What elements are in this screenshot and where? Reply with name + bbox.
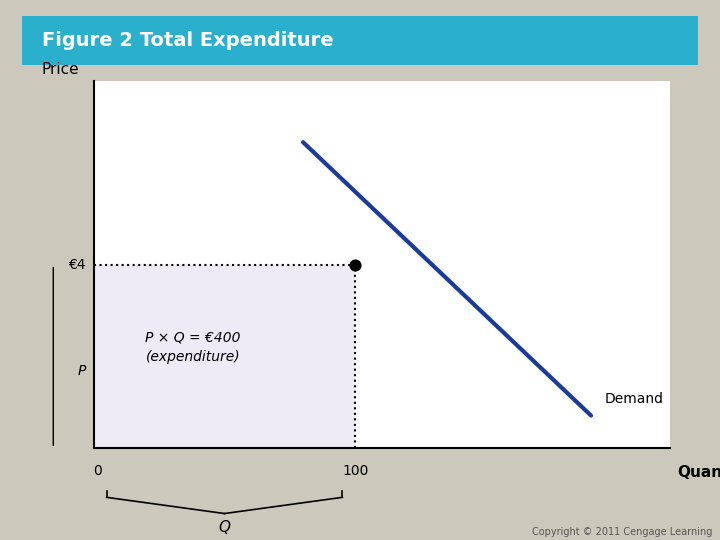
Text: Price: Price (42, 62, 79, 77)
Text: 100: 100 (342, 464, 369, 478)
Bar (94, 265, 356, 448)
Text: Quantity: Quantity (677, 465, 720, 480)
Text: P: P (77, 364, 86, 378)
Text: Copyright © 2011 Cengage Learning: Copyright © 2011 Cengage Learning (532, 527, 713, 537)
FancyBboxPatch shape (0, 12, 720, 69)
Point (350, 260, 361, 269)
Text: Q: Q (218, 520, 230, 535)
Text: Demand: Demand (604, 392, 663, 406)
Text: Figure 2 Total Expenditure: Figure 2 Total Expenditure (42, 31, 333, 50)
Text: P × Q = €400
(expenditure): P × Q = €400 (expenditure) (145, 330, 241, 364)
Text: €4: €4 (68, 258, 86, 272)
Text: 0: 0 (94, 464, 102, 478)
